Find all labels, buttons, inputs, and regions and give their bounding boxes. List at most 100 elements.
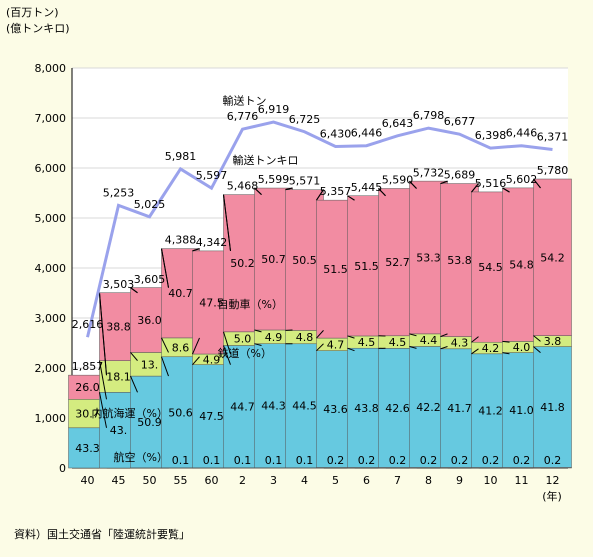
segment-label-auto: 52.7: [385, 256, 410, 269]
segment-label-aviation: 0.2: [420, 454, 438, 467]
tonkm-total-label: 5,590: [382, 174, 414, 187]
segment-label-aviation: 0.1: [203, 454, 221, 467]
connector-line: [378, 188, 386, 197]
segment-label-aviation: 0.2: [544, 454, 562, 467]
segment-label-rail: 8.6: [172, 341, 190, 354]
x-tick-label: 3: [270, 474, 277, 487]
connector-line: [533, 178, 541, 189]
connector-line: [440, 333, 448, 338]
tonkm-total-label: 5,689: [444, 169, 476, 182]
tonkm-total-label: 5,780: [537, 164, 569, 177]
connector-line: [192, 356, 200, 365]
tonkm-total-label: 5,468: [227, 180, 259, 193]
segment-label-auto: 50.2: [230, 257, 255, 270]
segment-label-coastal: 50.9: [137, 416, 162, 429]
connector-line: [347, 195, 355, 201]
source-note: 資料）国土交通省「陸運統計要覧」: [14, 528, 190, 541]
y-tick-label: 6,000: [35, 162, 67, 175]
connector-line: [99, 292, 107, 376]
x-tick-label: 9: [456, 474, 463, 487]
ton-value-label: 6,798: [413, 109, 445, 122]
x-tick-label: 40: [81, 474, 95, 487]
segment-label-rail: 4.5: [358, 336, 376, 349]
segment-label-auto: 54.2: [540, 251, 565, 264]
segment-label-auto: 47.5: [199, 296, 224, 309]
ton-value-label: 6,446: [506, 127, 538, 140]
segment-label-rail: 4.3: [451, 337, 469, 350]
y-tick-label: 2,000: [35, 362, 67, 375]
segment-label-rail: 4.4: [420, 334, 438, 347]
segment-label-auto: 50.5: [292, 254, 317, 267]
x-tick-label: 6: [363, 474, 370, 487]
connector-line: [254, 343, 262, 347]
segment-label-auto: 50.7: [261, 253, 286, 266]
tonkm-total-label: 5,445: [351, 181, 383, 194]
ton-value-label: 6,398: [475, 129, 507, 142]
x-tick-label: 11: [515, 474, 529, 487]
connector-line: [347, 335, 355, 339]
ton-value-label: 6,919: [258, 103, 290, 116]
series-label-aviation: 航空（%）: [114, 450, 168, 464]
connector-line: [223, 345, 231, 365]
segment-label-coastal: 44.5: [292, 400, 317, 413]
ton-value-label: 5,253: [103, 186, 135, 199]
connector-line: [192, 248, 200, 252]
segment-label-coastal: 43.3: [75, 442, 100, 455]
connector-line: [223, 331, 231, 355]
connector-line: [409, 333, 417, 337]
y-tick-label: 1,000: [35, 412, 67, 425]
y-tick-label: 0: [59, 462, 66, 475]
ton-value-label: 5,981: [165, 150, 197, 163]
x-unit-label: (年): [542, 489, 562, 503]
segment-label-rail: 18.1: [106, 370, 131, 383]
connector-line: [502, 352, 510, 355]
connector-line: [254, 187, 262, 195]
connector-line: [409, 345, 417, 349]
ton-value-label: 6,776: [227, 110, 259, 123]
connector-line: [533, 346, 541, 353]
segment-label-coastal: 47.5: [199, 410, 224, 423]
segment-label-rail: 30.7: [75, 408, 100, 421]
connector-line: [316, 330, 324, 339]
connector-line: [502, 340, 510, 343]
connector-line: [440, 180, 448, 185]
segment-label-coastal: 43.6: [323, 403, 348, 416]
connector-line: [347, 347, 355, 352]
connector-line: [533, 335, 541, 342]
segment-label-aviation: 0.2: [327, 454, 345, 467]
segment-label-auto: 51.5: [354, 260, 379, 273]
connector-line: [99, 392, 107, 428]
ton-value-label: 2,616: [72, 318, 104, 331]
tonkm-total-label: 4,388: [165, 234, 197, 247]
y-tick-label: 8,000: [35, 62, 67, 75]
tonkm-total-label: 5,602: [506, 173, 538, 186]
segment-label-coastal: 43.8: [354, 402, 379, 415]
segment-label-rail: 4.0: [513, 341, 531, 354]
connector-line: [192, 337, 200, 355]
tonkm-total-label: 5,732: [413, 166, 445, 179]
x-tick-label: 4: [301, 474, 308, 487]
tonkm-total-label: 3,503: [103, 278, 135, 291]
ton-value-label: 6,725: [289, 113, 321, 126]
segment-label-aviation: 0.2: [358, 454, 376, 467]
series-label-tonkm: 輸送トンキロ: [233, 153, 299, 167]
segment-label-auto: 54.8: [509, 259, 534, 272]
y-tick-label: 5,000: [35, 212, 67, 225]
ton-value-label: 6,371: [537, 130, 569, 143]
tonkm-total-label: 5,599: [258, 173, 290, 186]
segment-label-rail: 4.8: [296, 331, 314, 344]
segment-label-auto: 53.8: [447, 254, 472, 267]
segment-label-auto: 40.7: [168, 287, 193, 300]
x-tick-label: 10: [484, 474, 498, 487]
connector-line: [471, 348, 479, 355]
segment-label-rail: 4.2: [482, 342, 500, 355]
series-label-auto: 自動車（%）: [218, 297, 283, 311]
ton-value-label: 5,025: [134, 198, 166, 211]
x-tick-label: 45: [112, 474, 126, 487]
bar-segment-coastal: [533, 346, 572, 468]
segment-label-rail: 4.9: [265, 331, 283, 344]
x-tick-label: 55: [174, 474, 188, 487]
connector-line: [502, 187, 510, 193]
